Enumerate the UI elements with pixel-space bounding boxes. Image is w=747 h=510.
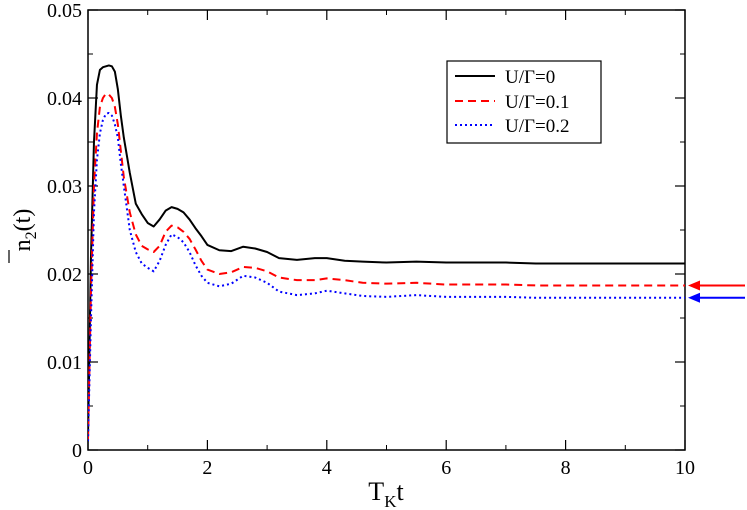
legend-label-2: U/Γ=0.2: [505, 116, 569, 137]
arrow-head-1: [688, 292, 700, 303]
series-layer: [88, 64, 685, 442]
series-line-1: [88, 92, 685, 440]
y-tick-label: 0.04: [47, 88, 82, 110]
series-line-2: [88, 111, 685, 442]
series-line-0: [88, 64, 685, 437]
legend-label-0: U/Γ=0: [505, 67, 555, 88]
x-tick-label: 10: [675, 457, 695, 479]
arrow-head-0: [688, 280, 700, 291]
y-tick-label: 0.05: [47, 0, 82, 22]
axis-ticks: 0 2 4 6 8 10 0 0.01 0.02 0.03 0.04 0.05: [47, 0, 695, 479]
x-tick-label: 0: [83, 457, 93, 479]
x-axis-title-tail: t: [396, 477, 404, 506]
x-tick-label: 6: [441, 457, 451, 479]
y-tick-label: 0.01: [47, 352, 82, 374]
y-tick-label: 0: [72, 440, 82, 462]
arrow-annotations: [688, 280, 745, 303]
x-axis-title-sub: K: [384, 492, 397, 510]
y-axis-title-sub: 2: [23, 231, 40, 239]
y-tick-label: 0.03: [47, 176, 82, 198]
x-axis-title-main: T: [368, 477, 384, 506]
x-tick-label: 8: [561, 457, 571, 479]
x-tick-label: 4: [322, 457, 332, 479]
legend-label-1: U/Γ=0.1: [505, 92, 569, 113]
y-axis-title-tail: (t): [10, 209, 36, 232]
y-tick-label: 0.02: [47, 264, 82, 286]
svg-text:n2(t): n2(t): [10, 209, 40, 252]
legend: U/Γ=0 U/Γ=0.1 U/Γ=0.2: [446, 60, 602, 144]
x-axis-title: TKt: [368, 477, 404, 510]
y-axis-title: n2(t): [8, 209, 40, 263]
x-tick-label: 2: [202, 457, 212, 479]
y-axis-title-main: n: [10, 239, 36, 251]
